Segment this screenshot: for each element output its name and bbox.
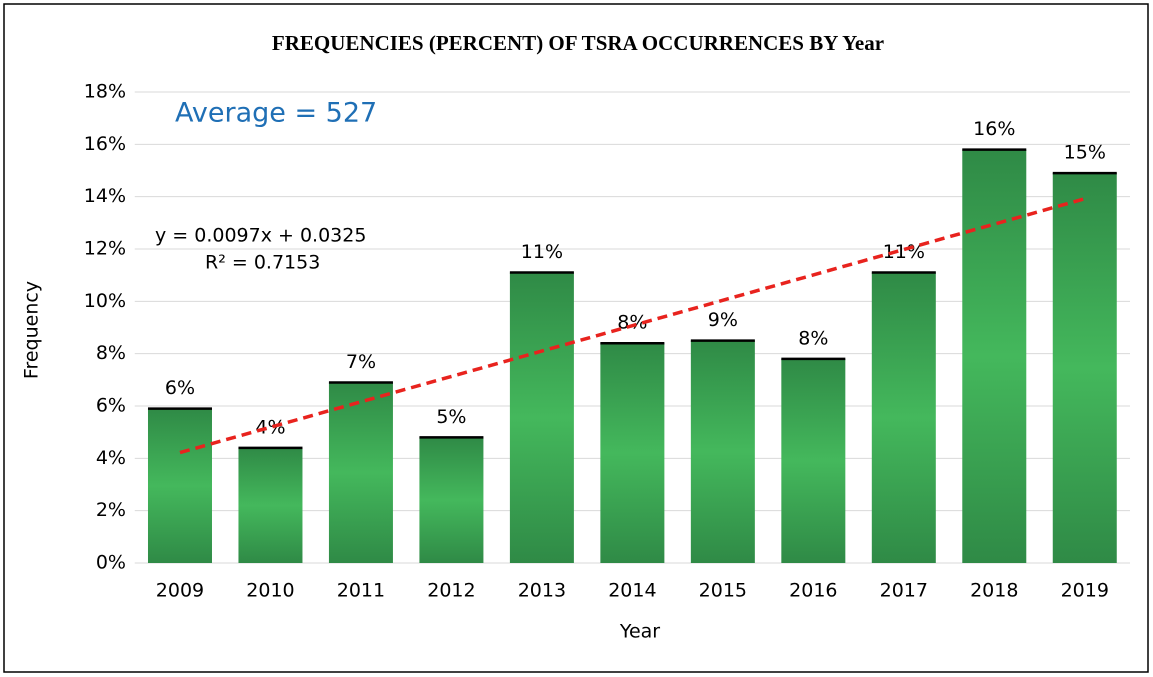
y-tick-label: 8% [96, 342, 126, 364]
x-tick-label: 2016 [789, 580, 837, 602]
data-label: 11% [883, 241, 925, 263]
bar [962, 149, 1027, 564]
x-tick-label: 2012 [427, 580, 475, 602]
data-label: 8% [798, 327, 828, 349]
average-annotation: Average = 527 [175, 98, 377, 129]
data-label: 9% [708, 309, 738, 331]
y-tick-label: 4% [96, 447, 126, 469]
data-label: 11% [521, 241, 563, 263]
x-tick-label: 2019 [1061, 580, 1109, 602]
bar [871, 272, 936, 563]
y-tick-label: 14% [84, 185, 126, 207]
x-tick-label: 2015 [699, 580, 747, 602]
x-tick-label: 2009 [156, 580, 204, 602]
data-label: 16% [973, 118, 1015, 140]
bar [147, 408, 212, 563]
bar [1052, 173, 1117, 563]
data-label: 6% [165, 377, 195, 399]
y-tick-label: 12% [84, 238, 126, 260]
bar [238, 447, 303, 563]
x-tick-label: 2014 [608, 580, 656, 602]
bar [509, 272, 574, 563]
y-tick-label: 6% [96, 395, 126, 417]
bar [328, 382, 393, 563]
bar [781, 358, 846, 563]
x-tick-label: 2017 [880, 580, 928, 602]
data-label: 8% [617, 312, 647, 334]
y-axis-label: Frequency [21, 281, 43, 379]
data-label: 15% [1064, 142, 1106, 164]
y-tick-label: 2% [96, 499, 126, 521]
y-tick-label: 10% [84, 290, 126, 312]
y-tick-label: 0% [96, 552, 126, 574]
plot-area: 0% 2% 4% 6% 8% 10% 12% 14% 16% 18% 2009 6% 2010 4% 201… [84, 81, 1130, 602]
r-squared: R² = 0.7153 [205, 252, 320, 274]
y-tick-label: 16% [84, 133, 126, 155]
bar [690, 340, 755, 563]
trend-equation: y = 0.0097x + 0.0325 [155, 225, 366, 247]
bar [600, 343, 665, 563]
x-tick-label: 2010 [246, 580, 294, 602]
data-label: 4% [255, 416, 285, 438]
x-axis-label: Year [619, 621, 660, 643]
data-label: 5% [436, 406, 466, 428]
trendline [179, 197, 1086, 455]
bar [419, 437, 484, 563]
x-tick-label: 2018 [970, 580, 1018, 602]
chart-title: FREQUENCIES (PERCENT) OF TSRA OCCURRENCE… [272, 31, 884, 55]
y-tick-label: 18% [84, 81, 126, 103]
data-label: 7% [346, 351, 376, 373]
x-tick-label: 2011 [337, 580, 385, 602]
x-tick-label: 2013 [518, 580, 566, 602]
